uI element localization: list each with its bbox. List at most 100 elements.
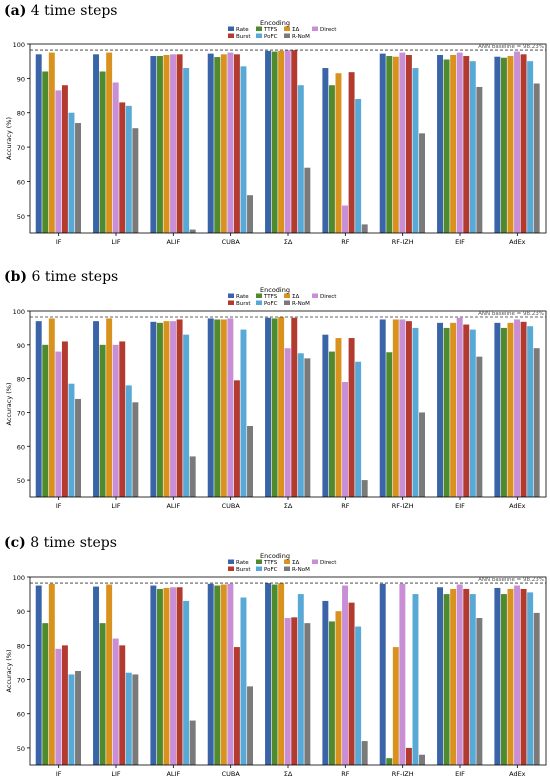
- bar-alif-burst: [176, 54, 183, 234]
- legend-label-rate: Rate: [236, 560, 249, 566]
- y-tick-label: 70: [17, 677, 25, 685]
- bar-if-ttfs: [42, 71, 49, 233]
- bar-adex-ttfs: [500, 327, 507, 497]
- legend-label-direct: Direct: [320, 560, 337, 566]
- legend-label-burst: Burst: [236, 34, 251, 40]
- x-tick-label: AdEx: [509, 770, 526, 778]
- legend-label-pofc: PoFC: [264, 567, 278, 573]
- bar-eif-pofc: [469, 594, 476, 765]
- bar-adex-rate: [494, 587, 501, 765]
- bar-alif-pofc: [183, 600, 190, 765]
- bar-adex-sigma-delta: [507, 56, 514, 234]
- bar-rf-izh-pofc: [412, 594, 419, 765]
- panel-6-time-steps: (b) 6 time steps 50 60 70 80 90 100 Accuracy (…: [0, 266, 550, 526]
- bar-rf-r-nom: [361, 480, 368, 497]
- bar-eif-r-nom: [476, 356, 483, 497]
- panel-4-time-steps: (a) 4 time steps 50 60 70 80 90 100 Accuracy (…: [0, 0, 550, 260]
- bar-rf-izh-rate: [379, 53, 386, 233]
- bar-rf-pofc: [355, 626, 362, 765]
- bar-alif-ttfs: [156, 322, 163, 497]
- bar-if-rate: [35, 54, 42, 234]
- legend-swatch-sigma-delta: [284, 559, 290, 564]
- bar-eif-pofc: [469, 61, 476, 233]
- bar-adex-pofc: [527, 61, 534, 233]
- legend-swatch-burst: [228, 566, 234, 571]
- bar-cuba-pofc: [240, 329, 247, 497]
- bar-if-burst: [61, 645, 68, 765]
- bar-alif-burst: [176, 587, 183, 765]
- y-tick-label: 80: [17, 376, 25, 384]
- x-tick-label: ALIF: [166, 238, 180, 246]
- accuracy-bar-chart: 50 60 70 80 90 100 Accuracy (%) IF LIF ALIF CUBA ΣΔ…: [5, 19, 547, 246]
- legend-swatch-pofc: [256, 33, 262, 38]
- bar-adex-burst: [520, 321, 527, 497]
- bar-adex-ttfs: [500, 57, 507, 233]
- bar-cuba-direct: [227, 52, 234, 233]
- bar-lif-sigma-delta: [106, 52, 113, 233]
- bar-sigma-delta-r-nom: [304, 623, 311, 765]
- bar-alif-pofc: [183, 68, 190, 234]
- bar-alif-r-nom: [189, 720, 196, 765]
- bar-eif-rate: [437, 54, 444, 233]
- bar-alif-ttfs: [156, 588, 163, 765]
- bar-sigma-delta-pofc: [297, 594, 304, 765]
- bar-alif-pofc: [183, 334, 190, 497]
- legend-swatch-ttfs: [256, 293, 262, 298]
- bar-adex-pofc: [527, 326, 534, 497]
- bar-lif-ttfs: [99, 344, 106, 497]
- bar-eif-ttfs: [443, 594, 450, 765]
- bar-adex-direct: [514, 585, 521, 765]
- panel-label: (c): [4, 535, 26, 551]
- legend-label-r-nom: R-NoM: [292, 301, 310, 307]
- x-tick-label: EIF: [455, 502, 465, 510]
- bar-rf-izh-ttfs: [386, 56, 393, 234]
- panel-title-text: 6 time steps: [31, 269, 119, 285]
- y-tick-label: 90: [17, 608, 25, 616]
- bar-cuba-rate: [207, 583, 214, 765]
- y-tick-label: 50: [17, 745, 25, 753]
- bar-lif-burst: [119, 341, 126, 497]
- bar-lif-r-nom: [132, 674, 139, 765]
- bar-sigma-delta-burst: [291, 50, 298, 233]
- bar-if-ttfs: [42, 623, 49, 765]
- bar-rf-izh-rate: [379, 583, 386, 765]
- bar-rf-r-nom: [361, 741, 368, 765]
- x-tick-label: LIF: [111, 770, 121, 778]
- bar-if-rate: [35, 585, 42, 765]
- y-tick-label: 100: [13, 41, 25, 49]
- bar-rf-rate: [322, 600, 329, 765]
- x-tick-label: AdEx: [509, 502, 526, 510]
- bar-lif-rate: [93, 54, 100, 234]
- legend-label-rate: Rate: [236, 294, 249, 300]
- bar-lif-sigma-delta: [106, 318, 113, 497]
- plot-frame: [29, 576, 547, 766]
- y-axis-label: Accuracy (%): [5, 383, 13, 426]
- panel-title: (a) 4 time steps: [4, 3, 118, 19]
- bar-sigma-delta-rate: [265, 50, 272, 233]
- legend-label-burst: Burst: [236, 301, 251, 307]
- bar-cuba-r-nom: [247, 195, 253, 233]
- bar-rf-direct: [342, 382, 349, 497]
- bar-rf-burst: [348, 72, 355, 233]
- bar-rf-ttfs: [328, 621, 335, 765]
- y-tick-label: 90: [17, 75, 25, 83]
- bar-if-rate: [35, 321, 42, 497]
- bar-sigma-delta-sigma-delta: [278, 317, 285, 497]
- ann-baseline-label: ANN baseline = 98.23%: [478, 44, 544, 50]
- bar-alif-sigma-delta: [163, 321, 170, 497]
- bar-adex-direct: [514, 319, 521, 497]
- panel-8-time-steps: (c) 8 time steps 50 60 70 80 90 100 Accuracy (…: [0, 532, 550, 783]
- legend-swatch-direct: [312, 559, 318, 564]
- bar-rf-izh-pofc: [412, 68, 419, 234]
- bar-lif-direct: [112, 82, 119, 233]
- bar-alif-burst: [176, 319, 183, 497]
- bar-rf-izh-r-nom: [419, 412, 425, 497]
- bar-rf-direct: [342, 585, 349, 765]
- bar-adex-sigma-delta: [507, 322, 514, 497]
- bar-rf-direct: [342, 205, 349, 233]
- bar-lif-rate: [93, 586, 100, 765]
- x-tick-label: CUBA: [222, 770, 241, 778]
- y-axis-label: Accuracy (%): [5, 117, 13, 160]
- accuracy-bar-chart: 50 60 70 80 90 100 Accuracy (%) IF LIF ALIF CUBA ΣΔ…: [5, 552, 547, 778]
- bar-rf-izh-direct: [399, 319, 406, 497]
